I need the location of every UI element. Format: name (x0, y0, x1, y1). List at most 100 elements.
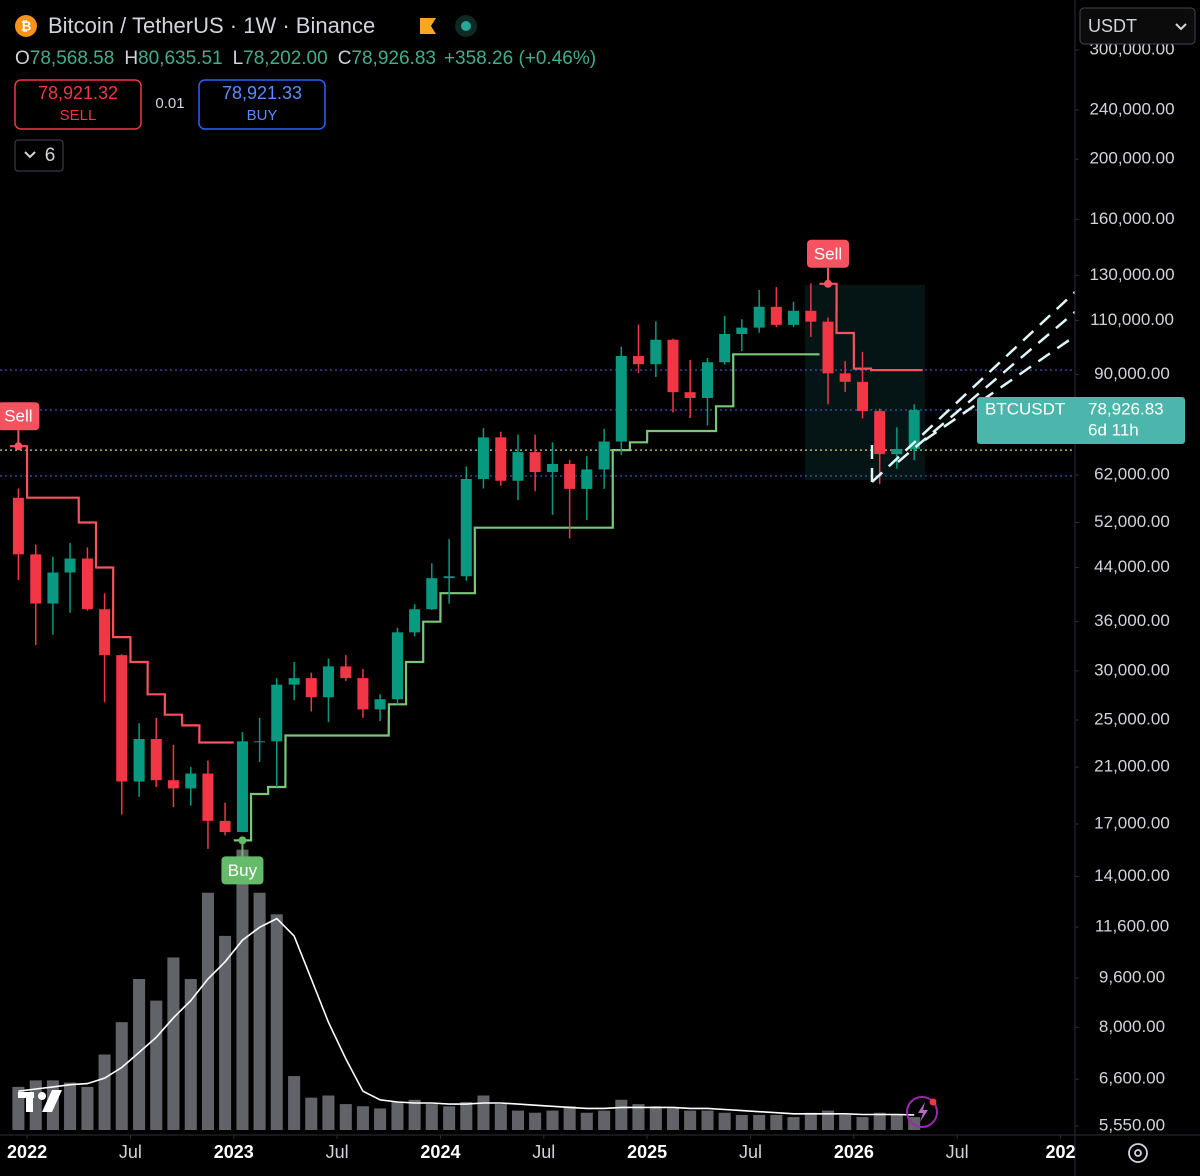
buy-price: 78,921.33 (222, 83, 302, 103)
sell-price: 78,921.32 (38, 83, 118, 103)
channel-line (924, 334, 1076, 442)
ohlc-change: +358.26 (+0.46%) (444, 48, 596, 69)
x-tick-label: Jul (946, 1142, 969, 1162)
candle-body (805, 310, 817, 322)
x-tick-label: Jul (326, 1142, 349, 1162)
candle-body (581, 469, 593, 489)
y-tick-label: 36,000.00 (1094, 611, 1170, 630)
settings-icon[interactable] (1128, 1143, 1148, 1163)
y-tick-label: 52,000.00 (1094, 512, 1170, 531)
candle-body (632, 356, 644, 365)
x-tick-label: Jul (739, 1142, 762, 1162)
volume-bar (64, 1082, 77, 1130)
candle-body (185, 773, 197, 789)
candle-body (409, 609, 421, 633)
volume-bar (150, 1000, 163, 1130)
volume-bar (787, 1117, 800, 1130)
volume-bar (735, 1114, 748, 1130)
alert-icon[interactable] (906, 1096, 938, 1128)
candle-body (374, 699, 386, 710)
settings-icon-core (1134, 1149, 1142, 1157)
volume-bar (460, 1101, 473, 1130)
ohlc-value: 78,202.00 (243, 48, 328, 69)
channel-line (897, 311, 1076, 463)
y-tick-label: 30,000.00 (1094, 660, 1170, 679)
candle-body (288, 678, 300, 685)
channel-drawing (870, 291, 1076, 483)
supertrend-line (819, 282, 923, 372)
candle-body (719, 334, 731, 363)
candle-body (701, 362, 714, 399)
signal-label: Sell (814, 244, 842, 263)
y-tick-label: 9,600.00 (1099, 968, 1165, 987)
x-tick-label: 2024 (420, 1142, 460, 1162)
plot-area: Sell Buy Sell (0, 239, 1075, 1130)
ohlc-key: O (15, 48, 30, 69)
candle-body (116, 655, 128, 782)
chevron (24, 151, 36, 159)
candle-body (753, 306, 765, 328)
volume-bar (529, 1112, 542, 1130)
candle-body (167, 780, 179, 789)
last-price-box (977, 396, 1185, 444)
y-tick-label: 6,600.00 (1099, 1069, 1165, 1088)
volume-bar (391, 1101, 404, 1130)
signal-label: Sell (4, 407, 32, 426)
candle-body (822, 321, 834, 374)
volume-bar (873, 1112, 886, 1130)
coin-icon (15, 15, 37, 37)
countdown: 6d 11h (1088, 420, 1139, 439)
y-tick-label: 62,000.00 (1094, 465, 1170, 484)
candle-body (202, 773, 214, 821)
last-price-value: 78,926.83 (1088, 399, 1164, 418)
volume-bar (511, 1110, 524, 1130)
candle-body (908, 410, 920, 449)
y-tick-label: 90,000.00 (1094, 364, 1170, 383)
ohlc-key: L (233, 48, 244, 69)
y-tick-label: 110,000.00 (1090, 310, 1174, 329)
volume-bar (98, 1054, 111, 1130)
alert-bolt (918, 1102, 928, 1122)
candle-body (12, 497, 24, 555)
buy-label: BUY (247, 107, 278, 124)
volume-bar (133, 979, 146, 1130)
supertrend-line (233, 353, 820, 842)
volume-bar (649, 1106, 662, 1130)
candle-body (219, 820, 231, 833)
volume-bar (167, 957, 180, 1130)
time-axis-bg (0, 1135, 1200, 1176)
signal-dot (238, 836, 247, 845)
symbol-title: Bitcoin / TetherUS · 1W · Binance (48, 13, 375, 38)
candle-body (546, 463, 558, 473)
volume-bar (494, 1104, 507, 1130)
ohlc-value: 78,926.83 (351, 48, 436, 69)
sell-button[interactable] (14, 79, 142, 130)
volume-bar (201, 892, 214, 1130)
currency-select[interactable] (1079, 7, 1196, 45)
y-tick-label: 240,000.00 (1089, 100, 1174, 119)
flag-icon[interactable] (420, 18, 436, 34)
overlay: BTCUSDT 78,926.83 6d 11h (977, 396, 1185, 444)
price-axis-bg (1075, 0, 1200, 1176)
volume-bar (270, 914, 283, 1130)
volume-bar (632, 1104, 645, 1130)
candle-body (322, 666, 334, 698)
volume-bar (770, 1114, 783, 1130)
x-tick-label: Jul (532, 1142, 555, 1162)
channel-line (871, 291, 1076, 483)
buy-button[interactable] (198, 79, 326, 130)
currency: USDT (1088, 16, 1137, 36)
candle-body (391, 632, 403, 700)
x-tick-label: 2023 (214, 1142, 254, 1162)
volume-bar (477, 1095, 490, 1130)
signal-box (807, 239, 850, 268)
candle-body (529, 452, 541, 473)
volume-bar (666, 1108, 680, 1130)
x-tick-label: 2025 (627, 1142, 667, 1162)
indicators-toggle[interactable] (14, 139, 64, 172)
chevron (1175, 23, 1187, 31)
candle-body (305, 678, 317, 698)
volume-bar (236, 849, 249, 1130)
y-tick-label: 17,000.00 (1094, 813, 1170, 832)
